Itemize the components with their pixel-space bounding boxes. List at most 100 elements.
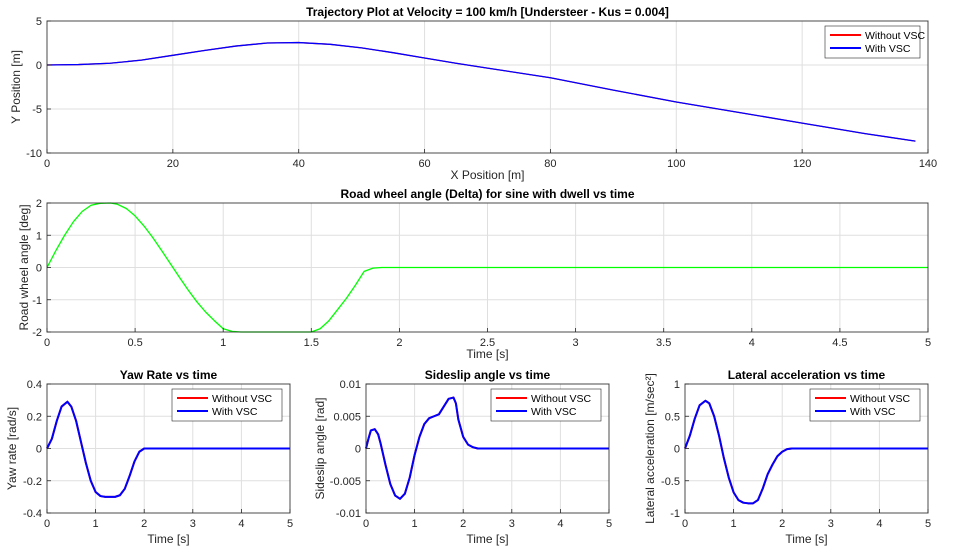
chart-title: Trajectory Plot at Velocity = 100 km/h [… [306, 5, 669, 19]
y-tick-label: 0 [36, 444, 42, 456]
y-axis-label: Y Position [m] [9, 50, 23, 124]
x-tick-label: 3 [828, 518, 834, 530]
series-line [46, 202, 928, 333]
y-tick-label: 0.01 [340, 379, 361, 391]
y-tick-label: 0.4 [27, 379, 42, 391]
y-axis-label: Lateral acceleration [m/sec²] [643, 373, 657, 524]
x-tick-label: 3.5 [656, 337, 671, 349]
x-tick-label: 1 [731, 518, 737, 530]
legend-label: Without VSC [865, 30, 926, 42]
legend-label: With VSC [531, 406, 577, 418]
chart-1: 0 20 40 60 80 100 120 140 -10 -5 0 5 Trajectory Plot… [9, 5, 937, 182]
x-tick-label: 2 [779, 518, 785, 530]
y-tick-label: -0.2 [23, 476, 42, 488]
x-tick-label: 2 [141, 518, 147, 530]
legend-label: With VSC [850, 406, 896, 418]
x-tick-label: 5 [925, 518, 931, 530]
legend-box [824, 25, 921, 59]
chart-2: 0 0.5 1 1.5 2 2.5 3 3.5 4 4.5 5 -2 -1 0 1 2 Road wheel a… [17, 187, 931, 361]
series-with-vsc [46, 41, 916, 142]
x-tick-label: 1 [220, 337, 226, 349]
x-tick-label: 3 [509, 518, 515, 530]
y-tick-label: -0.01 [336, 508, 361, 520]
y-tick-label: -1 [670, 508, 680, 520]
legend-label: Without VSC [531, 393, 592, 405]
y-tick-label: 0 [36, 60, 42, 72]
x-tick-label: 60 [418, 158, 430, 170]
x-tick-label: 0 [44, 337, 50, 349]
y-tick-label: -2 [32, 327, 42, 339]
x-tick-label: 4 [749, 337, 755, 349]
legend-label: Without VSC [212, 393, 273, 405]
y-tick-label: 0 [36, 263, 42, 275]
x-tick-label: 1 [412, 518, 418, 530]
x-tick-label: 0.5 [127, 337, 142, 349]
x-tick-label: 3 [190, 518, 196, 530]
legend-label: With VSC [865, 43, 911, 55]
x-tick-label: 5 [287, 518, 293, 530]
x-tick-label: 5 [925, 337, 931, 349]
series-with-vsc [684, 399, 928, 505]
y-tick-label: -0.005 [330, 476, 361, 488]
x-tick-label: 1 [93, 518, 99, 530]
x-axis-label: Time [s] [466, 347, 508, 361]
x-tick-label: 80 [544, 158, 556, 170]
y-tick-label: 2 [36, 198, 42, 210]
x-tick-label: 2 [396, 337, 402, 349]
x-tick-label: 100 [667, 158, 685, 170]
chart-title: Sideslip angle vs time [425, 368, 551, 382]
y-tick-label: -0.5 [661, 476, 680, 488]
y-tick-label: 0.005 [333, 411, 361, 423]
plot-area [46, 20, 929, 154]
chart-title: Yaw Rate vs time [120, 368, 218, 382]
legend-label: With VSC [212, 406, 258, 418]
axes-frame [46, 20, 929, 154]
x-tick-label: 2.5 [480, 337, 495, 349]
y-tick-label: -10 [26, 148, 42, 160]
y-axis-label: Yaw rate [rad/s] [5, 407, 19, 490]
y-axis-label: Road wheel angle [deg] [17, 204, 31, 330]
x-axis-label: Time [s] [466, 532, 508, 546]
x-tick-label: 0 [682, 518, 688, 530]
x-tick-label: 4 [238, 518, 244, 530]
y-tick-label: 1 [674, 379, 680, 391]
y-tick-label: 0.2 [27, 411, 42, 423]
legend-box [809, 388, 921, 422]
series-with-vsc [46, 400, 290, 498]
x-tick-label: 4 [876, 518, 882, 530]
x-tick-label: 120 [793, 158, 811, 170]
x-axis-label: Time [s] [147, 532, 189, 546]
x-tick-label: 0 [44, 158, 50, 170]
y-tick-label: -5 [32, 104, 42, 116]
x-axis-label: X Position [m] [450, 168, 524, 182]
x-tick-label: 0 [363, 518, 369, 530]
legend-box [490, 388, 602, 422]
legend-box [171, 388, 283, 422]
y-axis-label: Sideslip angle [rad] [313, 397, 327, 499]
series-with-vsc [365, 396, 609, 500]
y-tick-label: -1 [32, 295, 42, 307]
x-tick-label: 0 [44, 518, 50, 530]
x-axis-label: Time [s] [785, 532, 827, 546]
x-tick-label: 20 [167, 158, 179, 170]
x-tick-label: 140 [919, 158, 937, 170]
chart-5: 0 1 2 3 4 5 -1 -0.5 0 0.5 1 Lateral acceleration vs… [643, 368, 931, 546]
legend-label: Without VSC [850, 393, 911, 405]
chart-title: Road wheel angle (Delta) for sine with d… [340, 187, 634, 201]
x-tick-label: 3 [573, 337, 579, 349]
y-tick-label: -0.4 [23, 508, 42, 520]
x-tick-label: 4 [557, 518, 563, 530]
x-tick-label: 1.5 [304, 337, 319, 349]
x-tick-label: 4.5 [832, 337, 847, 349]
y-tick-label: 0 [674, 444, 680, 456]
x-tick-label: 5 [606, 518, 612, 530]
y-tick-label: 0 [355, 444, 361, 456]
x-tick-label: 2 [460, 518, 466, 530]
y-tick-label: 1 [36, 230, 42, 242]
x-tick-label: 40 [293, 158, 305, 170]
